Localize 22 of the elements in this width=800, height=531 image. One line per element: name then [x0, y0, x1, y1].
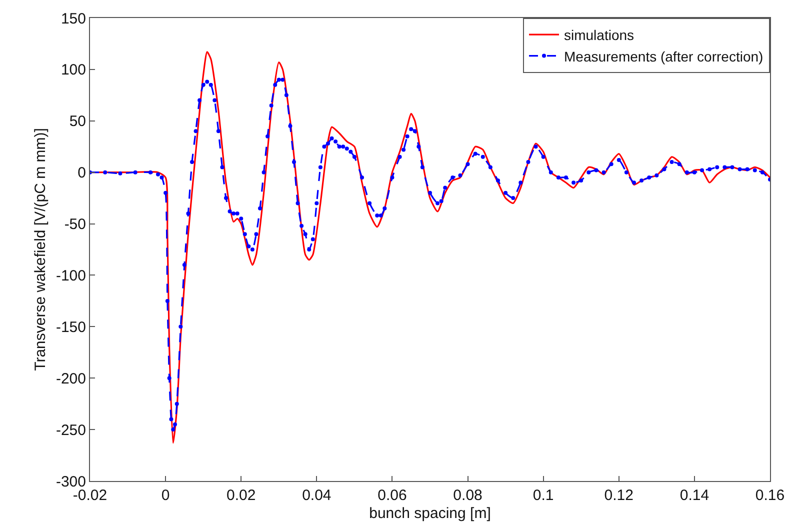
x-tick-label: 0.1	[532, 487, 554, 504]
y-tick-label: -150	[56, 318, 86, 336]
x-tick-label: 0.12	[604, 487, 634, 504]
y-tick-label: 150	[60, 10, 86, 28]
y-tick-label: -200	[56, 370, 86, 388]
legend-label: Measurements (after correction)	[564, 48, 764, 64]
x-tick-label: 0.14	[680, 487, 710, 504]
legend-label: simulations	[564, 27, 634, 44]
y-tick-label: 100	[60, 62, 86, 79]
x-tick-label: 0.08	[453, 487, 482, 504]
x-tick-label: 0.04	[302, 487, 332, 504]
y-tick-label: -250	[56, 422, 86, 439]
y-tick-label: 50	[69, 113, 86, 130]
x-tick-label: 0.16	[755, 487, 785, 504]
x-axis-title: bunch spacing [m]	[369, 505, 491, 522]
y-tick-label: 0	[78, 164, 86, 182]
x-tick-label: 0.06	[378, 487, 407, 504]
y-tick-label: -50	[64, 216, 86, 234]
x-tick-label: 0.02	[226, 487, 256, 504]
y-axis-title: Transverse wakefield [V/(pC m mm)]	[32, 128, 50, 371]
x-tick-label: 0	[161, 487, 170, 504]
y-tick-label: -100	[56, 267, 86, 284]
